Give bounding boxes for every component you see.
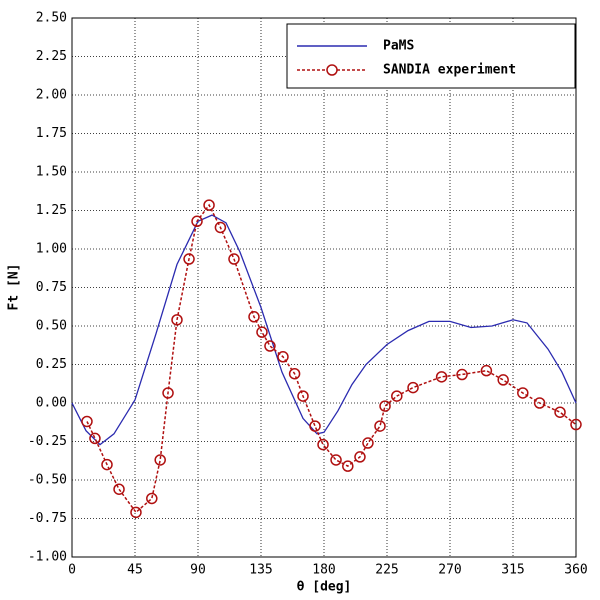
data-point [191,215,203,228]
data-point [228,253,240,265]
data-point [256,326,268,338]
data-point [342,460,354,472]
y-tick-label: 1.00 [36,242,67,257]
data-point [517,387,529,399]
data-point [162,387,174,399]
x-tick-label: 225 [375,563,398,578]
data-point [330,454,342,466]
series-line [86,203,577,514]
data-point [89,432,101,445]
x-tick-label: 270 [438,563,461,578]
data-point [248,311,260,323]
data-point [456,368,468,381]
y-tick-label: 2.25 [36,49,67,64]
x-tick-label: 315 [501,563,524,578]
data-point [435,371,448,383]
data-point [374,420,386,432]
data-point [317,438,329,451]
y-tick-label: -1.00 [28,550,67,565]
data-point [81,415,93,428]
data-point [407,381,419,394]
data-point [354,451,366,463]
data-point [362,437,374,449]
data-point [570,418,582,431]
x-tick-label: 360 [564,563,587,578]
data-point [297,390,309,402]
data-point [277,351,289,363]
data-point [101,458,113,471]
data-point [379,400,391,412]
data-point [146,492,158,505]
x-tick-label: 135 [249,563,272,578]
data-point [130,506,142,519]
y-tick-label: 0.25 [36,357,67,372]
y-tick-label: 0.75 [36,280,67,295]
data-point [288,367,301,380]
y-tick-label: 0.50 [36,319,67,334]
legend-box [286,23,576,89]
data-point [203,199,215,211]
y-tick-label: -0.50 [28,473,67,488]
x-tick-label: 0 [68,563,76,578]
y-tick-label: 1.50 [36,165,67,180]
x-tick-label: 180 [312,563,335,578]
x-tick-label: 45 [127,563,143,578]
data-point [391,390,403,402]
y-tick-label: -0.25 [28,434,67,449]
y-tick-label: 1.25 [36,203,67,218]
x-tick-label: 90 [190,563,206,578]
data-point [214,221,227,234]
data-point [533,397,546,409]
data-point [113,483,125,495]
y-tick-label: 2.00 [36,88,67,103]
data-point [480,364,493,377]
data-point [183,253,195,265]
data-point [154,454,166,466]
legend-marker [326,64,338,76]
data-point [309,420,321,432]
x-axis-label: θ [deg] [297,580,352,595]
legend-label: PaMS [383,39,414,54]
data-point [554,406,566,418]
y-tick-label: 2.50 [36,11,67,26]
y-axis-label: Ft [N] [7,264,22,311]
legend-label: SANDIA experiment [383,63,516,78]
data-point [171,314,183,326]
plot-frame [71,17,577,558]
y-tick-label: 0.00 [36,396,67,411]
series-line [71,214,577,446]
data-point [497,374,509,386]
y-tick-label: 1.75 [36,126,67,141]
y-tick-label: -0.75 [28,511,67,526]
data-point [264,340,276,352]
